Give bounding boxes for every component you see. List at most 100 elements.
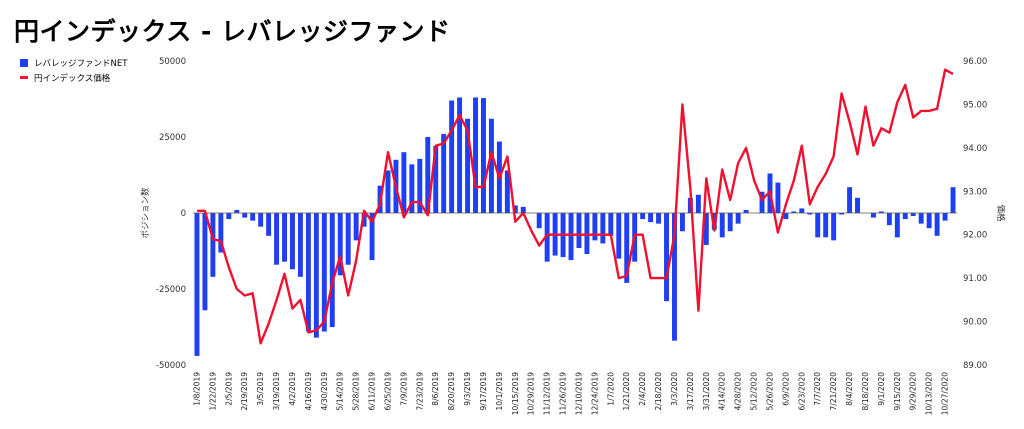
x-axis-tick-label: 3/17/2020 (686, 372, 695, 411)
left-axis-tick-label: 50000 (159, 57, 186, 67)
net-position-bar (791, 211, 797, 213)
net-position-bar (258, 213, 264, 227)
legend-item-bars: レバレッジファンドNET (20, 55, 127, 70)
right-axis-label: 価格 (995, 204, 1006, 222)
net-position-bar (337, 213, 343, 276)
net-position-bar (369, 213, 375, 261)
right-axis-tick-label: 92.00 (963, 231, 987, 241)
x-axis-tick-label: 5/12/2020 (750, 372, 759, 411)
net-position-bar (465, 118, 471, 213)
x-axis-tick-label: 11/26/2019 (559, 372, 568, 415)
x-axis-tick-label: 12/24/2019 (590, 372, 599, 415)
x-axis-tick-label: 3/3/2020 (670, 372, 679, 406)
net-position-bar (512, 205, 518, 213)
left-axis-tick-label: -50000 (156, 361, 186, 371)
net-position-bar (218, 213, 224, 253)
left-axis-tick-label: 0 (181, 209, 186, 219)
net-position-bar (433, 146, 439, 213)
x-axis-tick-label: 5/28/2019 (352, 372, 361, 411)
net-position-bar (417, 158, 423, 213)
legend-item-line: 円インデックス価格 (20, 70, 127, 85)
x-axis-tick-label: 10/29/2019 (527, 372, 536, 415)
x-axis-tick-label: 7/21/2020 (829, 372, 838, 411)
net-position-bar (481, 98, 486, 213)
net-position-bar (297, 213, 303, 277)
net-position-bar (202, 213, 208, 311)
x-axis-tick-label: 2/18/2020 (654, 372, 663, 411)
net-position-bar (807, 213, 813, 215)
net-position-bar (600, 213, 606, 244)
left-axis-tick-label: 25000 (159, 133, 186, 143)
net-position-bar (568, 213, 574, 261)
right-axis-tick-label: 96.00 (963, 57, 987, 67)
x-axis-tick-label: 2/5/2019 (224, 372, 233, 406)
right-axis-tick-label: 93.00 (963, 187, 987, 197)
net-position-bar (329, 213, 335, 327)
net-position-bar (743, 209, 749, 213)
net-position-bar (608, 213, 614, 236)
x-axis-tick-label: 2/4/2020 (638, 372, 647, 406)
x-axis-tick-label: 4/14/2020 (718, 372, 727, 411)
x-axis-tick-label: 5/26/2020 (766, 372, 775, 411)
net-position-bar (870, 213, 876, 218)
net-position-bar (815, 213, 821, 238)
net-position-bar (640, 213, 646, 220)
net-position-bar (473, 97, 478, 213)
page-title: 円インデックス - レバレッジファンド (14, 17, 451, 46)
net-position-bar (520, 206, 526, 213)
x-axis-tick-label: 6/9/2020 (781, 372, 790, 406)
x-axis-tick-label: 4/16/2019 (304, 372, 313, 411)
net-position-bar (656, 213, 662, 224)
x-axis-tick-label: 1/21/2020 (622, 372, 631, 411)
net-position-bar (719, 213, 725, 238)
net-position-bar (679, 213, 685, 232)
x-axis-tick-label: 4/2/2019 (288, 372, 297, 406)
net-position-bar (321, 213, 327, 332)
net-position-bar (616, 213, 622, 259)
net-position-bar (282, 213, 287, 262)
legend-bar-label: レバレッジファンドNET (34, 58, 128, 69)
x-axis-tick-label: 8/6/2019 (431, 372, 440, 406)
x-axis-tick-label: 9/3/2019 (463, 372, 472, 406)
net-position-bar (401, 152, 407, 213)
net-position-bar (290, 213, 295, 270)
x-axis-tick-label: 6/23/2020 (797, 372, 806, 411)
net-position-bar (488, 118, 494, 213)
x-axis-tick-label: 11/12/2019 (543, 372, 552, 415)
x-axis-tick-label: 2/19/2019 (240, 372, 249, 411)
net-position-bar (457, 97, 463, 213)
net-position-bar (902, 213, 908, 220)
net-position-bar (210, 213, 216, 277)
x-axis-tick-label: 1/22/2019 (208, 372, 217, 411)
net-position-bar (242, 213, 248, 218)
legend-bar-swatch (20, 58, 28, 67)
net-position-bar (727, 213, 733, 232)
net-position-bar (504, 170, 510, 213)
x-axis-tick-label: 6/11/2019 (368, 372, 377, 411)
net-position-bar (664, 213, 669, 302)
net-position-bar (950, 187, 956, 213)
net-position-bar (592, 213, 598, 241)
x-axis-tick-label: 8/18/2020 (861, 372, 870, 411)
net-position-bar (409, 164, 415, 213)
legend-line-swatch (20, 76, 28, 79)
net-position-bar (926, 213, 932, 229)
net-position-bar (305, 213, 311, 332)
net-position-bar (759, 191, 765, 213)
net-position-bar (703, 213, 709, 245)
x-axis-tick-label: 4/30/2019 (320, 372, 329, 411)
x-axis-tick-label: 9/29/2020 (909, 372, 918, 411)
net-position-bar (250, 213, 256, 221)
chart-legend: レバレッジファンドNET 円インデックス価格 (20, 55, 127, 85)
net-position-bar (823, 213, 829, 238)
x-axis-tick-label: 7/23/2019 (415, 372, 424, 411)
net-position-bar (831, 213, 837, 241)
net-position-bar (449, 100, 455, 213)
right-axis-tick-label: 94.00 (963, 144, 987, 154)
net-position-bar (194, 213, 200, 356)
x-axis-tick-label: 12/10/2019 (575, 372, 584, 415)
net-position-bar (695, 194, 701, 213)
net-position-bar (226, 213, 232, 220)
net-position-bar (839, 213, 845, 215)
